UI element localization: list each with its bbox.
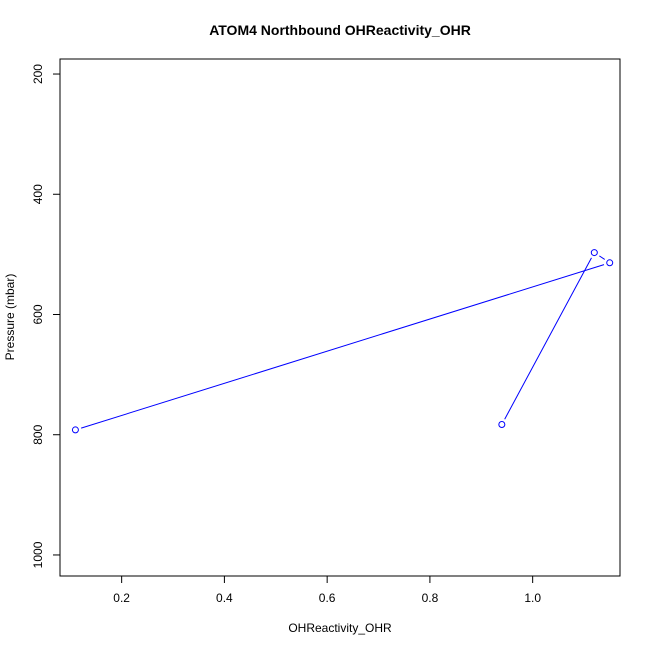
x-axis-label: OHReactivity_OHR (288, 621, 392, 635)
data-point (606, 259, 614, 267)
data-point (590, 249, 598, 257)
y-tick-label: 1000 (31, 541, 45, 568)
x-tick-label: 0.2 (113, 591, 130, 605)
chart-title: ATOM4 Northbound OHReactivity_OHR (209, 22, 471, 38)
series-segment (80, 264, 605, 429)
y-axis: 200 400 600 800 1000 (31, 64, 61, 568)
x-tick-label: 0.8 (422, 591, 439, 605)
x-tick-label: 0.4 (216, 591, 233, 605)
series-segment (504, 257, 592, 420)
y-tick-label: 800 (31, 424, 45, 444)
series-segment (599, 255, 606, 260)
x-tick-label: 1.0 (524, 591, 541, 605)
y-axis-label: Pressure (mbar) (3, 274, 17, 361)
y-tick-label: 600 (31, 304, 45, 324)
plot-frame (59, 58, 621, 577)
y-tick-label: 400 (31, 184, 45, 204)
data-point (71, 426, 79, 434)
y-tick-label: 200 (31, 64, 45, 84)
x-axis: 0.2 0.4 0.6 0.8 1.0 (113, 575, 541, 605)
series-layer (71, 249, 614, 434)
x-tick-label: 0.6 (319, 591, 336, 605)
data-point (498, 421, 506, 429)
